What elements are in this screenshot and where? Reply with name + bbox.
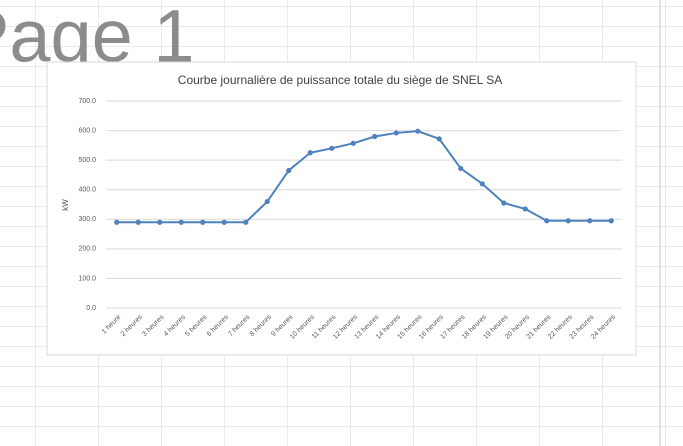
data-point bbox=[114, 219, 120, 225]
chart-title: Courbe journalière de puissance totale d… bbox=[178, 73, 502, 87]
data-point bbox=[135, 219, 141, 225]
y-tick-label: 200.0 bbox=[78, 246, 96, 253]
data-point bbox=[329, 145, 335, 151]
data-point bbox=[264, 198, 270, 205]
data-point bbox=[157, 219, 163, 225]
data-point bbox=[372, 133, 378, 140]
data-point bbox=[415, 128, 421, 134]
data-point bbox=[243, 219, 249, 225]
data-point bbox=[436, 136, 442, 142]
y-tick-label: 0.0 bbox=[86, 305, 96, 312]
y-tick-label: 600.0 bbox=[78, 127, 96, 134]
chart-area bbox=[46, 61, 637, 356]
data-point bbox=[522, 206, 528, 212]
data-point bbox=[178, 219, 184, 225]
data-point bbox=[479, 181, 485, 187]
y-tick-label: 700.0 bbox=[78, 98, 96, 105]
y-tick-label: 500.0 bbox=[78, 157, 96, 164]
data-point bbox=[608, 218, 614, 224]
data-point bbox=[286, 167, 292, 174]
data-point bbox=[307, 150, 313, 156]
series-line bbox=[116, 130, 612, 224]
data-point bbox=[501, 200, 507, 206]
data-point bbox=[458, 165, 464, 172]
data-point bbox=[350, 140, 356, 146]
data-point bbox=[587, 218, 593, 224]
data-point bbox=[393, 130, 399, 136]
y-axis-label: kW bbox=[61, 199, 70, 211]
data-point bbox=[221, 219, 227, 225]
data-point bbox=[544, 218, 550, 224]
y-tick-label: 300.0 bbox=[78, 216, 96, 223]
data-point bbox=[200, 219, 206, 225]
y-tick-label: 100.0 bbox=[78, 275, 96, 282]
y-tick-label: 400.0 bbox=[78, 187, 96, 194]
data-point bbox=[565, 218, 571, 224]
